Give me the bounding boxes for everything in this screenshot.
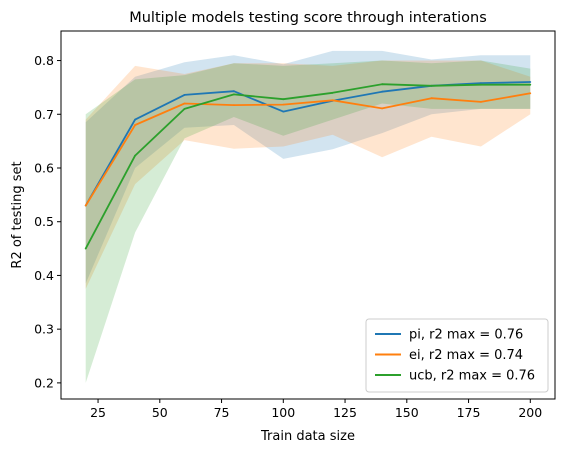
ucb-point xyxy=(331,91,334,94)
ei-point xyxy=(529,92,532,95)
x-tick-label: 75 xyxy=(214,405,230,420)
ei-point xyxy=(84,204,87,207)
x-tick-label: 200 xyxy=(518,405,542,420)
ei-band xyxy=(85,60,531,289)
x-tick-label: 50 xyxy=(152,405,168,420)
y-axis-label: R2 of testing set xyxy=(10,161,25,268)
ucb-point xyxy=(282,98,285,101)
ucb-point xyxy=(480,83,482,86)
y-tick-label: 0.8 xyxy=(34,53,54,68)
plot-frame xyxy=(60,30,556,400)
ei-point xyxy=(134,124,137,126)
ei-point xyxy=(282,103,285,106)
y-tick-label: 0.2 xyxy=(34,375,54,390)
pi-point xyxy=(134,118,137,121)
ucb-band xyxy=(85,60,531,383)
pi-legend-label: pi, r2 max = 0.76 xyxy=(409,328,523,343)
ucb-point xyxy=(529,83,532,86)
x-tick-label: 175 xyxy=(457,405,481,420)
ei-point xyxy=(381,107,383,110)
y-axis-ticks: 0.2 0.3 0.4 0.5 0.6 0.7 0.8 xyxy=(34,53,61,390)
y-tick-label: 0.3 xyxy=(34,322,54,337)
legend-box xyxy=(365,318,549,393)
ei-line xyxy=(84,92,531,207)
pi-point xyxy=(183,94,186,96)
chart-title: Multiple models testing score through in… xyxy=(129,10,487,26)
ucb-point xyxy=(430,84,433,87)
ei-point xyxy=(233,104,235,106)
ei-legend-label: ei, r2 max = 0.74 xyxy=(409,348,523,363)
pi-point xyxy=(480,82,482,84)
x-tick-label: 150 xyxy=(395,405,419,420)
pi-point xyxy=(529,81,532,83)
ucb-point xyxy=(84,247,87,250)
ucb-line xyxy=(84,83,531,250)
y-tick-label: 0.5 xyxy=(34,214,54,229)
ucb-point xyxy=(134,154,137,157)
y-tick-label: 0.7 xyxy=(34,107,54,122)
x-tick-label: 25 xyxy=(90,405,106,420)
ucb-point xyxy=(183,108,186,110)
ei-point xyxy=(480,101,482,103)
x-axis-label: Train data size xyxy=(260,429,355,444)
y-tick-label: 0.6 xyxy=(34,160,54,175)
series-lines xyxy=(84,81,532,250)
ei-point xyxy=(183,102,186,105)
pi-point xyxy=(381,90,383,93)
pi-point xyxy=(282,110,285,113)
confidence-bands xyxy=(85,50,531,383)
x-tick-label: 100 xyxy=(271,405,295,420)
ucb-legend-label: ucb, r2 max = 0.76 xyxy=(409,369,535,384)
ei-point xyxy=(331,99,334,102)
pi-band xyxy=(85,50,531,284)
x-axis-ticks: 25 50 75 100 125 150 175 200 xyxy=(90,399,542,420)
ucb-point xyxy=(233,93,235,96)
x-tick-label: 125 xyxy=(333,405,357,420)
y-tick-label: 0.4 xyxy=(34,268,54,283)
legend: pi, r2 max = 0.76 ei, r2 max = 0.74 ucb, r… xyxy=(365,318,549,393)
pi-point xyxy=(233,90,235,93)
ucb-point xyxy=(381,83,383,86)
ei-point xyxy=(430,97,433,100)
